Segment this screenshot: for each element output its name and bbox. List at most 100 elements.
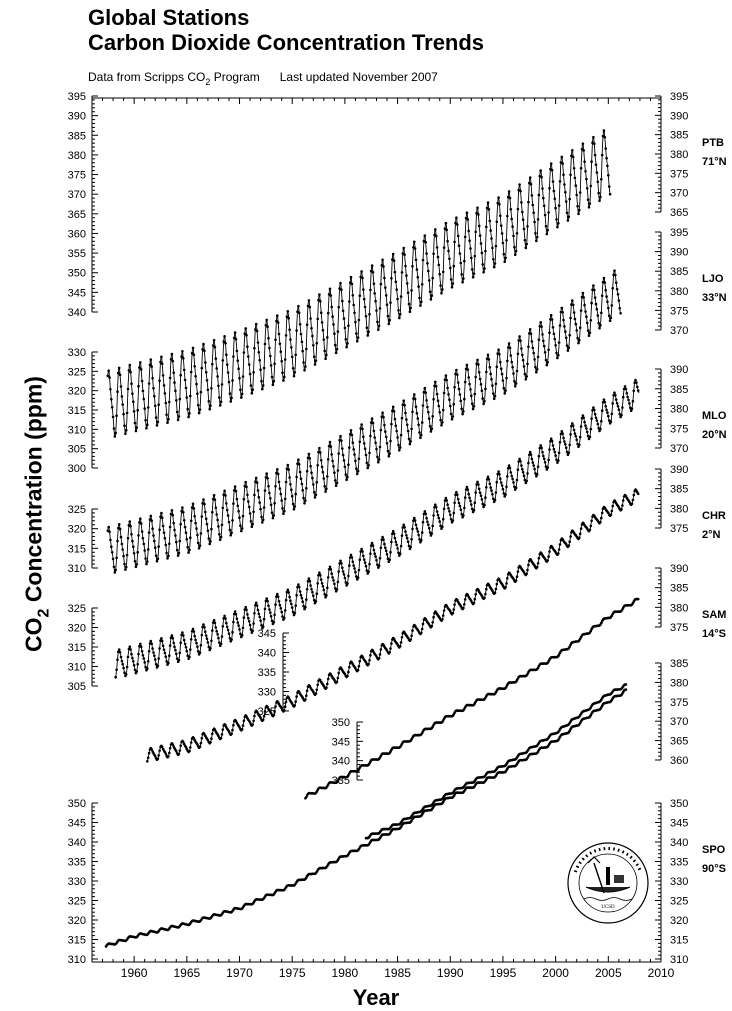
left-tick-label: 390 bbox=[68, 111, 86, 123]
data-point-ptb bbox=[281, 371, 284, 374]
data-point-ljo bbox=[135, 566, 138, 569]
data-point-ptb bbox=[395, 281, 398, 284]
data-point-ljo bbox=[157, 557, 160, 560]
data-point-mlo bbox=[580, 425, 583, 428]
data-point-ptb bbox=[251, 392, 254, 395]
data-point-ptb bbox=[450, 278, 453, 281]
data-point-ptb bbox=[110, 398, 113, 401]
data-point-ljo bbox=[457, 381, 460, 384]
x-tick-label: 1990 bbox=[437, 966, 464, 980]
data-point-mlo bbox=[299, 590, 302, 593]
data-point-chr bbox=[637, 493, 640, 496]
data-point-mlo bbox=[130, 653, 133, 656]
data-point-mlo bbox=[405, 534, 408, 537]
data-point-chr bbox=[527, 564, 530, 567]
data-point-ptb bbox=[235, 338, 238, 341]
data-point-mlo bbox=[393, 532, 396, 535]
data-point-ljo bbox=[616, 288, 619, 291]
data-point-mlo bbox=[568, 451, 571, 454]
data-point-ljo bbox=[586, 322, 589, 325]
data-point-ljo bbox=[364, 447, 367, 450]
data-point-mlo bbox=[258, 613, 261, 616]
data-point-ljo bbox=[174, 534, 177, 537]
data-point-mlo bbox=[248, 620, 251, 623]
data-point-ptb bbox=[129, 371, 132, 374]
data-point-ptb bbox=[519, 190, 522, 193]
data-point-ptb bbox=[239, 388, 242, 391]
data-point-ptb bbox=[258, 351, 261, 354]
data-point-ptb bbox=[531, 194, 534, 197]
left-tick-label: 395 bbox=[68, 91, 86, 103]
data-point-ptb bbox=[246, 345, 249, 348]
data-point-ljo bbox=[550, 314, 553, 317]
left-tick-label: 330 bbox=[258, 687, 276, 699]
data-point-mlo bbox=[312, 595, 315, 598]
data-point-ljo bbox=[240, 530, 243, 533]
data-point-ljo bbox=[262, 519, 265, 522]
data-point-ptb bbox=[460, 273, 463, 276]
data-point-ljo bbox=[177, 554, 180, 557]
data-point-ptb bbox=[355, 332, 358, 335]
data-point-ptb bbox=[441, 288, 444, 291]
data-point-mlo bbox=[474, 491, 477, 494]
data-point-chr bbox=[453, 608, 456, 611]
data-point-chr bbox=[232, 724, 235, 727]
data-point-ptb bbox=[109, 388, 112, 391]
data-point-ljo bbox=[298, 463, 301, 466]
data-point-ptb bbox=[358, 319, 361, 322]
data-point-ptb bbox=[325, 354, 328, 357]
data-point-mlo bbox=[305, 598, 308, 601]
data-point-ptb bbox=[485, 226, 488, 229]
data-point-ptb bbox=[562, 174, 565, 177]
data-point-ljo bbox=[323, 485, 326, 488]
data-point-ptb bbox=[463, 260, 466, 263]
data-point-ljo bbox=[531, 340, 534, 343]
data-point-ljo bbox=[613, 269, 616, 272]
data-point-mlo bbox=[304, 606, 307, 609]
data-point-ptb bbox=[353, 312, 356, 315]
data-point-ljo bbox=[436, 393, 439, 396]
data-point-ljo bbox=[142, 537, 145, 540]
data-point-ljo bbox=[392, 406, 395, 409]
data-point-mlo bbox=[373, 552, 376, 555]
right-tick-label: 345 bbox=[670, 818, 688, 830]
data-point-ljo bbox=[237, 505, 240, 508]
station-code-sam: SAM bbox=[702, 609, 726, 621]
data-point-ljo bbox=[256, 481, 259, 484]
data-point-ljo bbox=[608, 314, 611, 317]
data-point-ljo bbox=[259, 508, 262, 511]
data-point-ptb bbox=[571, 149, 574, 152]
data-point-ptb bbox=[401, 271, 404, 274]
data-point-mlo bbox=[625, 388, 628, 391]
data-point-mlo bbox=[437, 514, 440, 517]
data-point-ljo bbox=[243, 498, 246, 501]
data-point-mlo bbox=[119, 651, 122, 654]
data-point-mlo bbox=[270, 615, 273, 618]
data-point-chr bbox=[347, 671, 350, 674]
data-point-chr bbox=[578, 536, 581, 539]
data-point-ljo bbox=[110, 545, 113, 548]
data-point-ljo bbox=[512, 372, 515, 375]
data-point-ljo bbox=[397, 444, 400, 447]
data-point-mlo bbox=[152, 651, 155, 654]
data-point-ljo bbox=[120, 536, 123, 539]
data-point-ptb bbox=[181, 350, 184, 353]
data-point-ptb bbox=[397, 309, 400, 312]
data-point-mlo bbox=[223, 615, 226, 618]
data-point-ptb bbox=[503, 253, 506, 256]
data-point-mlo bbox=[632, 400, 635, 403]
data-point-ptb bbox=[534, 232, 537, 235]
data-point-ptb bbox=[409, 307, 412, 310]
data-point-ljo bbox=[319, 451, 322, 454]
data-point-ljo bbox=[111, 551, 114, 554]
data-point-mlo bbox=[309, 584, 312, 587]
data-point-mlo bbox=[160, 637, 163, 640]
data-point-ljo bbox=[325, 488, 328, 491]
data-point-mlo bbox=[603, 398, 606, 401]
data-point-mlo bbox=[337, 570, 340, 573]
data-point-ljo bbox=[143, 543, 146, 546]
data-point-ptb bbox=[582, 142, 585, 145]
data-point-ljo bbox=[587, 329, 590, 332]
right-tick-label: 380 bbox=[670, 602, 688, 614]
data-point-ptb bbox=[154, 405, 157, 408]
